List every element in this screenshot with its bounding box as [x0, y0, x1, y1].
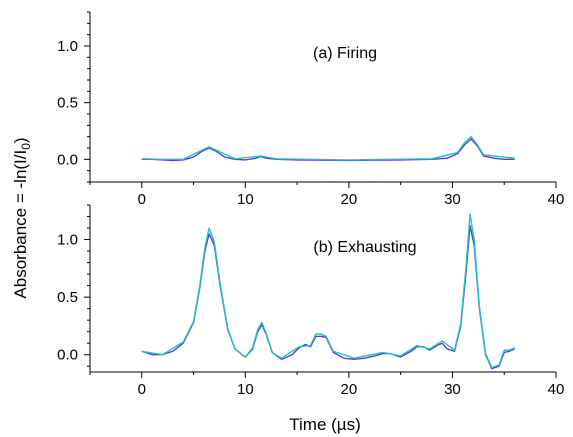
x-tick-label: 30: [444, 191, 461, 208]
y-tick-label: 0.0: [57, 347, 78, 364]
y-axis-title: Absorbance = -ln(I/I0): [11, 137, 33, 298]
x-tick-label: 20: [341, 381, 358, 398]
y-tick-label: 1.0: [57, 232, 78, 249]
panel-firing: 0 10 20 30 40 0.0 0.5 1.0 (a) Firing: [57, 11, 565, 208]
x-tick-label: 30: [444, 381, 461, 398]
x-tick-label: 40: [548, 191, 565, 208]
x-tick-label: 10: [237, 191, 254, 208]
panel-annotation: (b) Exhausting: [313, 239, 416, 256]
y-tick-label: 0.5: [57, 289, 78, 306]
series-line: [141, 135, 515, 161]
x-tick-label: 0: [138, 381, 146, 398]
series-line: [141, 138, 515, 162]
y-tick-label: 0.0: [57, 151, 78, 168]
y-tick-label: 0.5: [57, 95, 78, 112]
x-axis-title: Time (µs): [289, 415, 361, 434]
x-tick-label: 20: [341, 191, 358, 208]
x-tick-label: 10: [237, 381, 254, 398]
panel-exhausting: 0 10 20 30 40 0.0 0.5 1.0 (b) Exhausting: [57, 204, 565, 398]
x-tick-label: 40: [548, 381, 565, 398]
panel-annotation: (a) Firing: [313, 45, 377, 62]
x-tick-label: 0: [138, 191, 146, 208]
series-line: [141, 213, 515, 369]
y-tick-label: 1.0: [57, 38, 78, 55]
